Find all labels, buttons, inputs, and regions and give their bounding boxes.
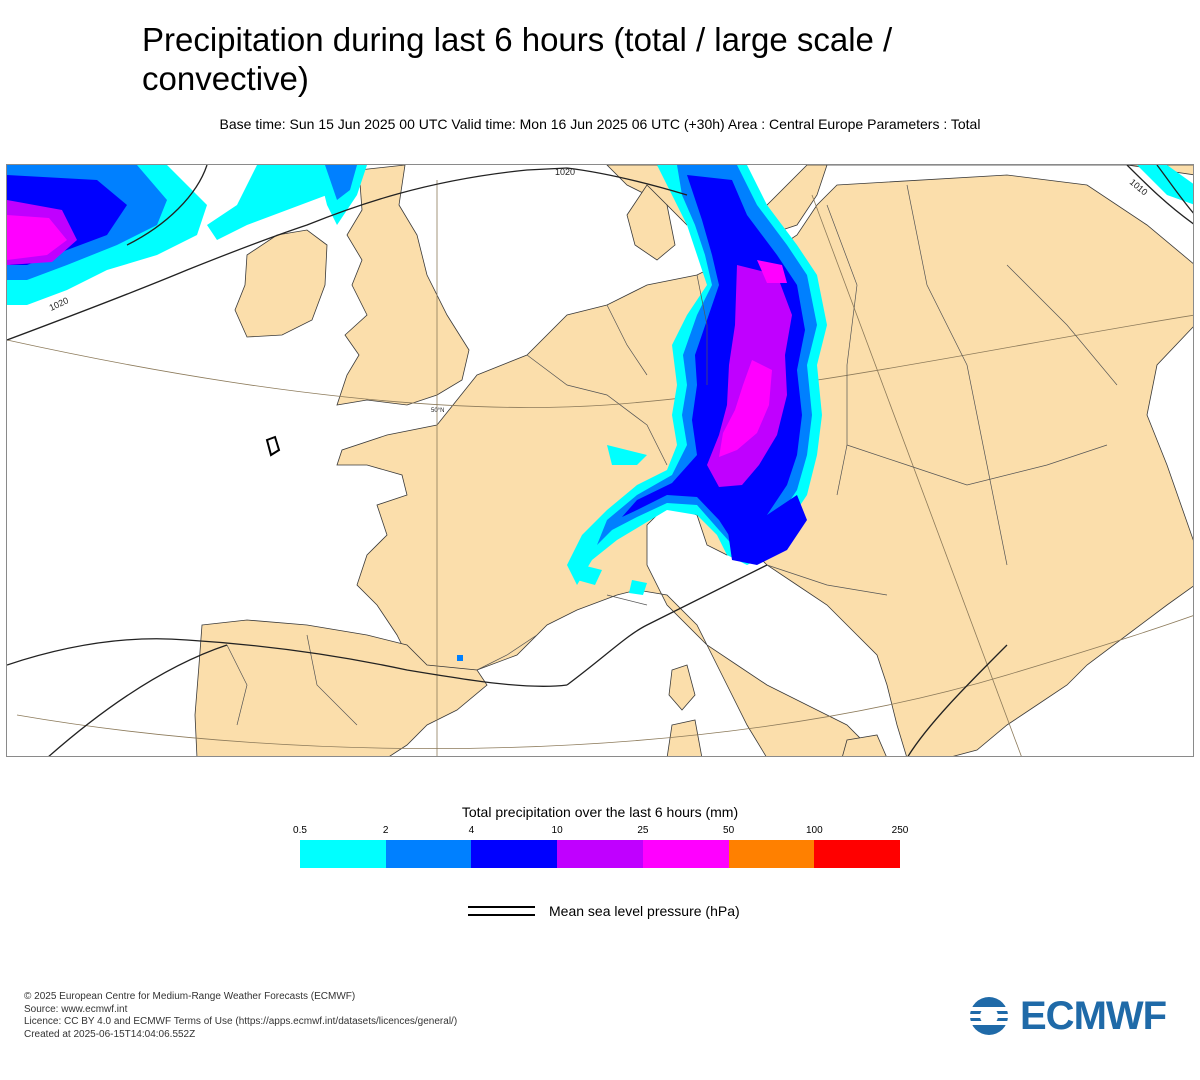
isobar-label: 1010: [1128, 177, 1150, 198]
precipitation-map[interactable]: 1020 1020 1010 50°N: [6, 164, 1194, 757]
land-denmark: [626, 184, 676, 261]
land-islet-atlantic: [265, 435, 281, 457]
ecmwf-logo: ECMWF: [962, 994, 1178, 1038]
copyright-footer: © 2025 European Centre for Medium-Range …: [24, 991, 457, 1041]
colorbar-segment: [471, 840, 558, 868]
tick-label: 250: [891, 825, 909, 836]
precipitation-colorbar: [300, 840, 901, 868]
colorbar-segment: [385, 840, 472, 868]
isobar-legend-label: Mean sea level pressure (hPa): [549, 903, 740, 919]
tick-label: 25: [637, 825, 649, 836]
land-great-britain: [336, 165, 470, 406]
page-title: Precipitation during last 6 hours (total…: [142, 21, 893, 97]
colorbar-ticks: 0.5 2 4 10 25 50 100 250: [293, 825, 908, 839]
colorbar-segment: [642, 840, 729, 868]
isobars: [7, 165, 1193, 756]
country-borders: [226, 184, 1118, 726]
land-iberia: [194, 619, 488, 756]
isobar-label: 1020: [555, 167, 575, 177]
colorbar-segment: [300, 840, 386, 868]
footer-line: Licence: CC BY 4.0 and ECMWF Terms of Us…: [24, 1016, 458, 1027]
footer-line: Source: www.ecmwf.int: [24, 1003, 128, 1015]
tick-label: 100: [805, 825, 823, 836]
tick-label: 50: [723, 825, 735, 836]
run-info-subtitle: Base time: Sun 15 Jun 2025 00 UTC Valid …: [219, 116, 981, 132]
tick-label: 0.5: [293, 825, 307, 836]
isobar-label: 1020: [48, 295, 70, 313]
ecmwf-logo-text: ECMWF: [1020, 994, 1167, 1038]
latitude-label: 50°N: [431, 408, 444, 414]
land-ireland: [234, 229, 328, 338]
land-sicily: [842, 734, 887, 756]
land-corsica: [668, 664, 696, 711]
colorbar-segment: [557, 840, 643, 868]
tick-label: 10: [551, 825, 563, 836]
colorbar-segment: [728, 840, 815, 868]
footer-line: © 2025 European Centre for Medium-Range …: [24, 991, 356, 1002]
tick-label: 4: [468, 825, 475, 836]
tick-label: 2: [382, 825, 389, 836]
ecmwf-logo-icon: [962, 997, 1016, 1035]
colorbar-segment: [814, 840, 901, 868]
footer-line: Created at 2025-06-15T14:04:06.552Z: [24, 1028, 196, 1040]
isobar-legend: Mean sea level pressure (hPa): [468, 903, 740, 919]
land-sardinia: [666, 719, 703, 756]
isobar-line-icon: [468, 904, 535, 918]
graticule: [7, 180, 1193, 756]
legend-title: Total precipitation over the last 6 hour…: [461, 804, 739, 820]
